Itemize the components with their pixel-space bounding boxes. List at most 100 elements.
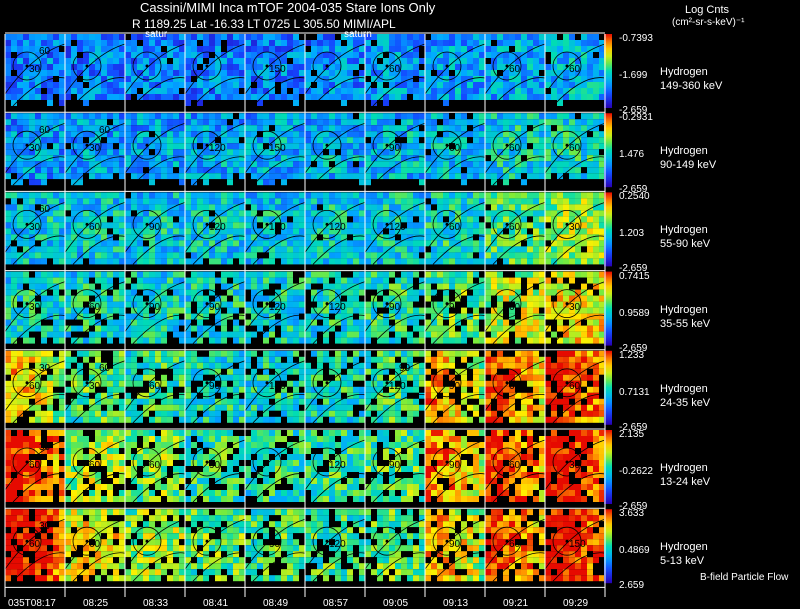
heatmap-cell	[419, 143, 425, 150]
heatmap-cell	[431, 252, 437, 259]
heatmap-cell	[191, 313, 197, 320]
heatmap-cell	[29, 34, 35, 40]
heatmap-cell	[89, 283, 95, 290]
heatmap-cell	[599, 283, 605, 290]
heatmap-cell	[47, 40, 53, 46]
heatmap-cell	[527, 34, 533, 40]
heatmap-cell	[479, 295, 485, 302]
heatmap-cell	[323, 210, 329, 217]
heatmap-cell	[107, 283, 113, 290]
heatmap-cell	[509, 277, 515, 284]
heatmap-cell	[59, 52, 65, 58]
heatmap-cell	[23, 216, 29, 223]
heatmap-cell	[443, 137, 449, 144]
heatmap-cell	[305, 325, 311, 332]
heatmap-cell	[533, 198, 539, 205]
heatmap-cell	[137, 137, 143, 144]
heatmap-cell	[479, 179, 485, 186]
heatmap-cell	[341, 325, 347, 332]
heatmap-cell	[317, 301, 323, 308]
heatmap-cell	[485, 76, 491, 82]
heatmap-cell	[17, 179, 23, 186]
heatmap-cell	[269, 82, 275, 88]
heatmap-cell	[269, 198, 275, 205]
heatmap-cell	[11, 131, 17, 138]
heatmap-cell	[11, 301, 17, 308]
heatmap-cell	[239, 58, 245, 64]
heatmap-cell	[155, 337, 161, 344]
heatmap-cell	[401, 192, 407, 199]
contour-line	[372, 314, 426, 344]
heatmap-cell	[5, 76, 11, 82]
heatmap-cell	[299, 94, 305, 100]
heatmap-cell	[149, 64, 155, 70]
heatmap-cell	[95, 58, 101, 64]
contour-line	[12, 130, 42, 160]
saturn-marker	[385, 222, 389, 226]
heatmap-cell	[341, 125, 347, 132]
heatmap-cell	[329, 337, 335, 344]
heatmap-cell	[311, 277, 317, 284]
heatmap-cell	[503, 113, 509, 120]
heatmap-cell	[119, 204, 125, 211]
heatmap-cell	[227, 167, 233, 174]
heatmap-cell	[449, 143, 455, 150]
heatmap-cell	[191, 198, 197, 205]
heatmap-cell	[257, 149, 263, 156]
heatmap-cell	[41, 149, 47, 156]
heatmap-cell	[65, 46, 71, 52]
heatmap-cell	[281, 277, 287, 284]
heatmap-cell	[557, 149, 563, 156]
heatmap-cell	[455, 301, 461, 308]
heatmap-cell	[593, 210, 599, 217]
heatmap-cell	[179, 149, 185, 156]
contour-line	[132, 209, 162, 239]
heatmap-cell	[557, 119, 563, 126]
heatmap-cell	[269, 192, 275, 199]
heatmap-cell	[467, 70, 473, 76]
heatmap-cell	[305, 76, 311, 82]
heatmap-cell	[221, 179, 227, 186]
heatmap-cell	[17, 167, 23, 174]
heatmap-cell	[107, 143, 113, 150]
contour-line	[4, 202, 66, 253]
heatmap-cell	[101, 258, 107, 265]
heatmap-cell	[419, 307, 425, 314]
heatmap-cell	[23, 40, 29, 46]
heatmap-cell	[119, 88, 125, 94]
heatmap-cell	[209, 204, 215, 211]
heatmap-cell	[551, 331, 557, 338]
heatmap-cell	[521, 252, 527, 259]
heatmap-cell	[131, 289, 137, 296]
heatmap-cell	[179, 143, 185, 150]
heatmap-cell	[461, 210, 467, 217]
heatmap-cell	[257, 100, 263, 106]
heatmap-cell	[347, 70, 353, 76]
heatmap-cell	[35, 289, 41, 296]
heatmap-cell	[479, 325, 485, 332]
heatmap-cell	[47, 94, 53, 100]
contour-line	[184, 122, 246, 174]
heatmap-cell	[443, 210, 449, 217]
heatmap-cell	[377, 167, 383, 174]
heatmap-cell	[527, 167, 533, 174]
heatmap-cell	[443, 34, 449, 40]
heatmap-cell	[383, 234, 389, 241]
heatmap-cell	[149, 192, 155, 199]
heatmap-cell	[275, 100, 281, 106]
heatmap-cell	[323, 258, 329, 265]
heatmap-cell	[341, 234, 347, 241]
heatmap-cell	[407, 289, 413, 296]
heatmap-cell	[59, 216, 65, 223]
heatmap-cell	[155, 198, 161, 205]
heatmap-cell	[203, 325, 209, 332]
heatmap-cell	[305, 143, 311, 150]
heatmap-cell	[47, 240, 53, 247]
heatmap-cell	[599, 325, 605, 332]
heatmap-cell	[77, 119, 83, 126]
heatmap-cell	[101, 277, 107, 284]
heatmap-cell	[281, 234, 287, 241]
heatmap-cell	[275, 313, 281, 320]
heatmap-cell	[407, 228, 413, 235]
heatmap-cell	[551, 271, 557, 278]
